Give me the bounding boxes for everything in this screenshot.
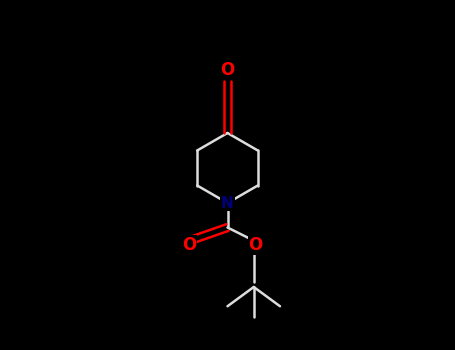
Text: O: O [248,236,263,254]
Text: O: O [182,236,196,254]
Text: N: N [221,196,234,210]
Text: O: O [220,61,235,79]
